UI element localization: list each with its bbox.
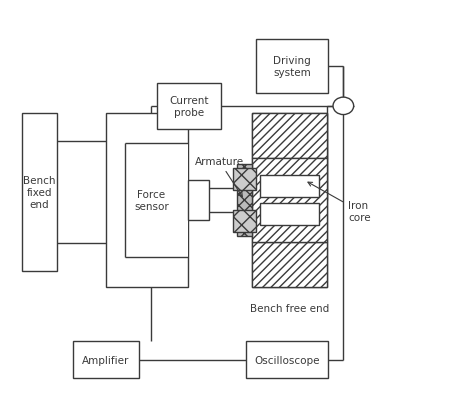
Bar bbox=[188, 181, 209, 220]
Text: Amplifier: Amplifier bbox=[82, 354, 129, 365]
Text: Oscilloscope: Oscilloscope bbox=[255, 354, 320, 365]
Bar bbox=[252, 113, 327, 159]
Bar bbox=[125, 143, 188, 258]
Text: Force
sensor: Force sensor bbox=[134, 190, 169, 211]
Circle shape bbox=[333, 98, 354, 115]
Text: Armature: Armature bbox=[195, 157, 244, 197]
Bar bbox=[260, 176, 319, 198]
Text: Bench
fixed
end: Bench fixed end bbox=[23, 176, 55, 209]
Bar bbox=[106, 113, 188, 288]
Text: Bench free end: Bench free end bbox=[250, 303, 329, 313]
Bar bbox=[252, 113, 327, 288]
Bar bbox=[260, 203, 319, 225]
Text: Current
probe: Current probe bbox=[169, 96, 209, 117]
Text: Driving
system: Driving system bbox=[273, 56, 311, 78]
Bar bbox=[237, 165, 252, 236]
Bar bbox=[233, 211, 256, 232]
Bar bbox=[157, 84, 220, 129]
Bar bbox=[256, 41, 328, 94]
Bar bbox=[233, 169, 256, 190]
Bar bbox=[246, 341, 328, 379]
Bar bbox=[252, 242, 327, 288]
Text: Iron
core: Iron core bbox=[308, 183, 371, 222]
Bar bbox=[21, 113, 57, 272]
Bar bbox=[252, 159, 327, 242]
Bar bbox=[73, 341, 138, 379]
